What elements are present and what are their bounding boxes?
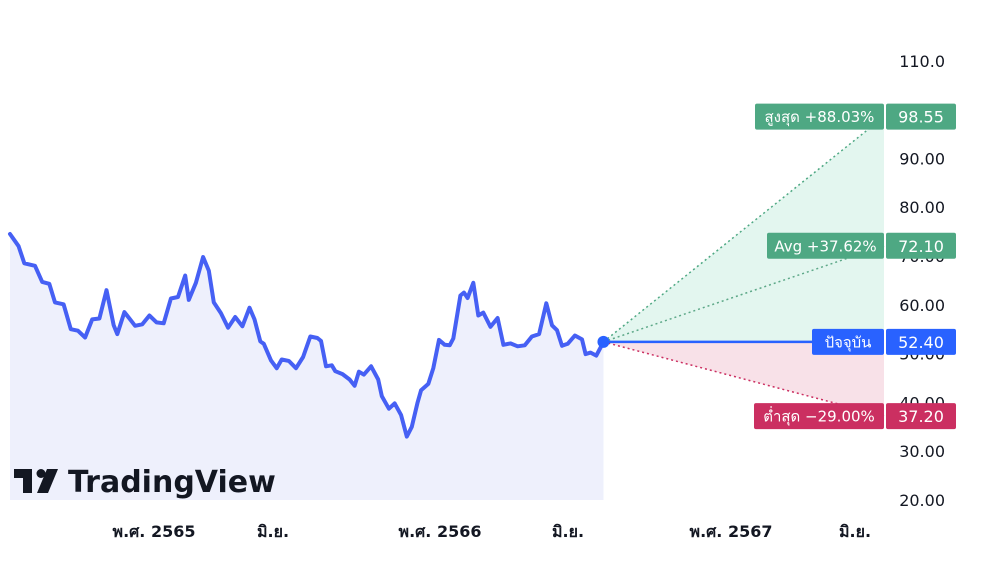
low-tag-value-box	[886, 403, 956, 430]
y-tick-label: 90.00	[899, 149, 945, 168]
price-area	[10, 234, 604, 500]
y-tick-label: 20.00	[899, 491, 945, 510]
price-area-layer	[10, 234, 604, 500]
tradingview-logo: TradingView	[14, 465, 276, 500]
current-tag-label: ปัจจุบัน	[825, 333, 872, 352]
high-tag-value: 98.55	[898, 108, 944, 127]
x-tick-label: พ.ศ. 2567	[690, 522, 773, 541]
forecast-layer	[602, 116, 885, 417]
price-tags: สูงสุด +88.03% 98.55 Avg +37.62% 72.10 ปัจจุ…	[754, 103, 956, 430]
x-tick-label: มิ.ย.	[839, 522, 871, 541]
high-tag-label-box	[755, 103, 884, 130]
x-tick-label: มิ.ย.	[552, 522, 584, 541]
avg-tag: Avg +37.62% 72.10	[767, 232, 956, 259]
x-axis: พ.ศ. 2565 มิ.ย. พ.ศ. 2566 มิ.ย. พ.ศ. 2567 มิ.…	[113, 522, 872, 541]
forecast-upside-area	[603, 116, 884, 342]
price-line-layer	[8, 232, 610, 439]
low-tag-label-box	[754, 403, 884, 430]
y-tick-label: 60.00	[899, 296, 945, 315]
current-tag-label-box	[812, 328, 884, 355]
high-tag: สูงสุด +88.03% 98.55	[755, 103, 956, 130]
price-line	[8, 232, 606, 439]
current-tag-value-box	[886, 328, 956, 355]
low-tag-value: 37.20	[898, 407, 944, 426]
avg-tag-label: Avg +37.62%	[774, 237, 876, 255]
y-tick-label: 30.00	[899, 442, 945, 461]
low-tag-label: ต่ำสุด −29.00%	[763, 406, 875, 427]
high-tag-value-box	[886, 103, 956, 130]
x-tick-label: พ.ศ. 2566	[399, 522, 482, 541]
tradingview-logo-text: TradingView	[68, 465, 276, 500]
x-tick-label: พ.ศ. 2565	[113, 522, 196, 541]
y-tick-label: 80.00	[899, 198, 945, 217]
high-tag-label: สูงสุด +88.03%	[765, 108, 875, 127]
current-tag-value: 52.40	[898, 333, 944, 352]
avg-tag-value: 72.10	[898, 237, 944, 256]
current-price-point	[597, 335, 610, 348]
tradingview-logo-icon	[14, 469, 58, 493]
x-tick-label: มิ.ย.	[257, 522, 289, 541]
forecast-downside-area	[603, 341, 884, 417]
avg-tag-value-box	[886, 232, 956, 259]
low-tag: ต่ำสุด −29.00% 37.20	[754, 403, 956, 430]
y-tick-label: 110.0	[899, 52, 945, 71]
avg-tag-label-box	[767, 232, 884, 259]
current-tag: ปัจจุบัน 52.40	[812, 328, 956, 355]
